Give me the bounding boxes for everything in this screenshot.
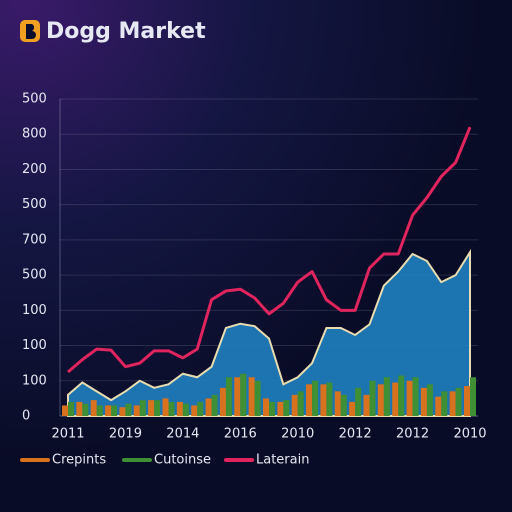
- bar: [119, 407, 126, 416]
- y-tick-label: 500: [22, 268, 47, 283]
- area: [67, 248, 471, 417]
- bar: [263, 398, 269, 416]
- y-tick-label: 100: [22, 338, 47, 353]
- bar: [291, 394, 298, 416]
- bar: [62, 405, 68, 416]
- bar: [392, 382, 399, 416]
- bar: [334, 391, 341, 416]
- x-tick-label: 2016: [224, 427, 257, 442]
- bar: [148, 400, 155, 416]
- bar: [154, 400, 161, 416]
- bar: [162, 398, 169, 416]
- bar: [470, 377, 476, 416]
- x-tick-label: 2012: [396, 427, 429, 442]
- bar: [383, 377, 390, 416]
- y-tick-label: 700: [22, 232, 47, 247]
- x-tick-label: 2011: [51, 427, 84, 442]
- bar: [283, 400, 290, 416]
- bar: [197, 401, 204, 416]
- bar: [320, 384, 327, 416]
- bar: [168, 401, 175, 416]
- bar: [355, 387, 362, 416]
- bar: [464, 386, 470, 416]
- bar: [82, 403, 89, 416]
- y-tick-label: 100: [22, 373, 47, 388]
- bar: [369, 380, 376, 416]
- x-tick-label: 2012: [339, 427, 372, 442]
- bar: [240, 373, 247, 416]
- bar: [68, 401, 74, 416]
- logo: [20, 20, 40, 42]
- legend-label: Laterain: [256, 453, 309, 468]
- bar: [225, 377, 232, 416]
- bar: [297, 391, 304, 416]
- bar: [398, 375, 405, 416]
- y-tick-label: 0: [22, 409, 30, 424]
- bar: [176, 401, 183, 416]
- bar: [420, 387, 427, 416]
- bar: [191, 405, 198, 416]
- bar: [377, 384, 384, 416]
- bar: [248, 377, 255, 416]
- bar: [340, 394, 347, 416]
- line: [67, 126, 472, 374]
- bar: [90, 400, 97, 416]
- legend-label: Cutoinse: [154, 453, 211, 468]
- bar: [306, 384, 313, 416]
- bar: [435, 396, 442, 416]
- bar: [133, 405, 140, 416]
- bar: [125, 403, 132, 416]
- x-tick-label: 2010: [281, 427, 314, 442]
- bar: [326, 382, 333, 416]
- bar: [312, 380, 319, 416]
- bar: [182, 403, 189, 416]
- x-tick-label: 2019: [109, 427, 142, 442]
- bar: [211, 394, 218, 416]
- bar: [76, 401, 83, 416]
- bar: [219, 387, 226, 416]
- bar: [349, 401, 356, 416]
- x-tick-label: 2014: [166, 427, 199, 442]
- bar: [269, 401, 275, 416]
- bar: [111, 405, 118, 416]
- bar: [449, 391, 456, 416]
- bar: [455, 387, 462, 416]
- bar: [363, 394, 370, 416]
- bar: [426, 384, 433, 416]
- y-tick-label: 100: [22, 303, 47, 318]
- bar: [277, 401, 284, 416]
- bar: [254, 380, 261, 416]
- bar: [406, 380, 413, 416]
- y-tick-label: 500: [22, 197, 47, 212]
- legend-label: Crepints: [52, 453, 106, 468]
- bar: [412, 377, 419, 416]
- bar: [234, 377, 241, 416]
- bar: [105, 405, 112, 416]
- y-tick-label: 200: [22, 162, 47, 177]
- x-tick-label: 2010: [453, 427, 486, 442]
- y-tick-label: 800: [22, 127, 47, 142]
- bar: [139, 400, 146, 416]
- bar: [441, 391, 448, 416]
- bar: [96, 405, 103, 416]
- y-tick-label: 500: [22, 92, 47, 107]
- bar: [205, 398, 212, 416]
- chart-title: Dogg Market: [46, 19, 206, 44]
